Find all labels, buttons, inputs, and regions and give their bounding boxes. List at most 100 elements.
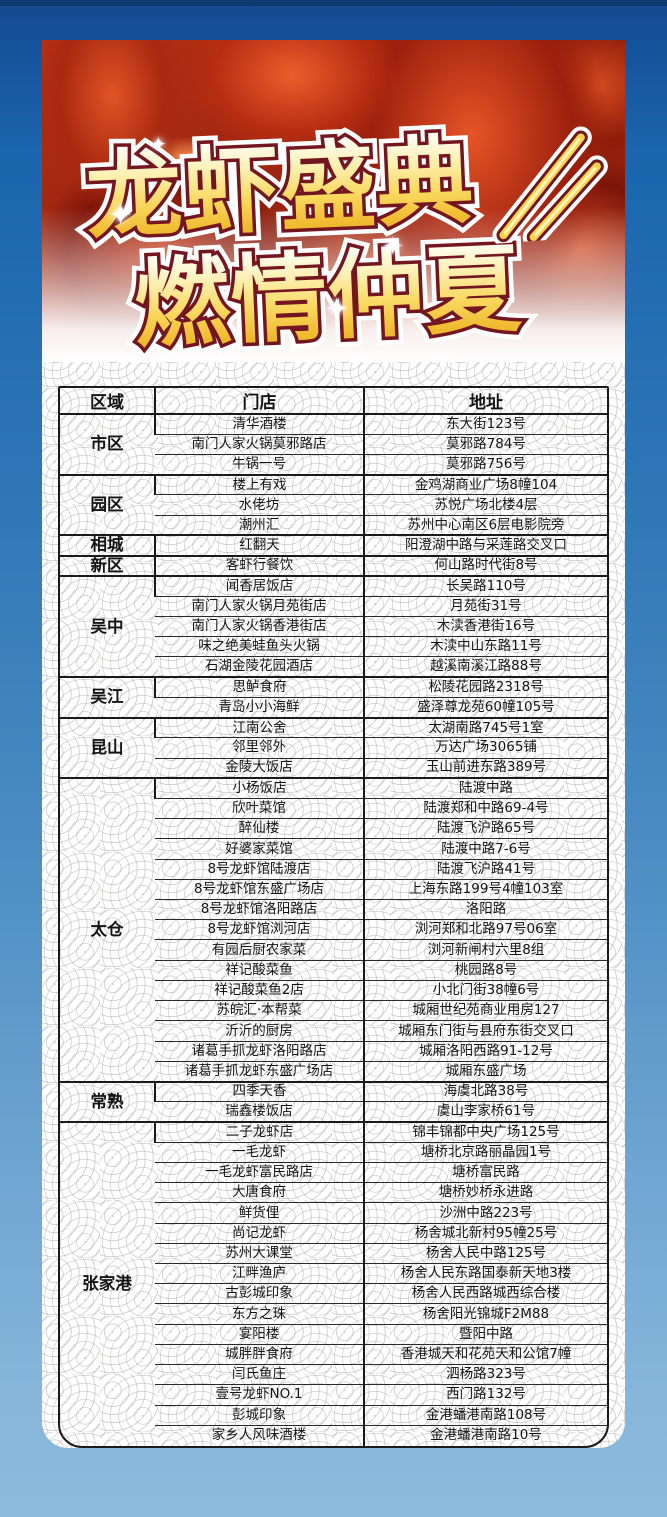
region-cell: 昆山 [60, 716, 155, 779]
table-row: 沂沂的厨房 城厢东门街与县府东街交叉口 [60, 1020, 607, 1042]
address-cell: 苏州中心南区6层电影院旁 [363, 514, 607, 536]
address-cell: 越溪南溪江路88号 [363, 656, 607, 678]
store-cell: 石湖金陵花园酒店 [155, 656, 364, 678]
region-cell: 张家港 [60, 1120, 155, 1446]
table-row: 园区 楼上有戏 金鸡湖商业广场8幢104 [60, 473, 607, 536]
table-row: 新区 客虾行餐饮 何山路时代街8号 [60, 554, 607, 577]
table-row: 大唐食府 塘桥妙桥永进路 [60, 1182, 607, 1203]
table-row: 鲜货俚 沙洲中路223号 [60, 1202, 607, 1224]
chopsticks-icon [492, 126, 608, 245]
table-row: 吴中 闻香居饭店 长吴路110号 [60, 575, 607, 678]
address-cell: 长吴路110号 [363, 575, 607, 597]
store-cell: 鲜货俚 [155, 1202, 364, 1224]
table-row: 吴江 思鲈食府 松陵花园路2318号 [60, 676, 607, 718]
store-cell: 诸葛手抓龙虾洛阳路店 [155, 1040, 364, 1062]
address-cell: 陆渡郑和中路69-4号 [363, 797, 607, 819]
header-region: 区域 [60, 388, 155, 415]
table-row: 好婆家菜馆 陆渡中路7-6号 [60, 838, 607, 860]
region-cell: 太仓 [60, 777, 155, 1082]
address-cell: 木渎香港街16号 [363, 615, 607, 637]
address-cell: 苏悦广场北楼4层 [363, 494, 607, 516]
table-row: 水佬坊 苏悦广场北楼4层 [60, 494, 607, 516]
address-cell: 杨舍城北新村95幢25号 [363, 1222, 607, 1244]
store-cell: 楼上有戏 [154, 473, 364, 495]
address-cell: 阳澄湖中路与采莲路交叉口 [363, 534, 607, 556]
address-cell: 玉山前进东路389号 [363, 757, 607, 779]
address-cell: 陆渡中路 [363, 777, 607, 799]
table-row: 诸葛手抓龙虾洛阳路店 城厢洛阳西路91-12号 [60, 1040, 607, 1062]
store-table: 区域 门店 地址 市区 清华酒楼 东大街123号 南门人家火锅莫邪路店 莫邪路784号牛… [58, 386, 609, 1448]
store-cell: 8号龙虾馆洛阳路店 [155, 899, 364, 920]
address-cell: 金鸡湖商业广场8幢104 [363, 473, 607, 495]
table-row: 家乡人风味酒楼 金港蟠港南路10号 [60, 1424, 607, 1446]
address-cell: 香港城天和花苑天和公馆7幢 [363, 1343, 607, 1365]
table-row: 宴阳楼 暨阳中路 [60, 1323, 607, 1345]
table-row: 诸葛手抓龙虾东盛广场店 城厢东盛广场 [60, 1060, 607, 1082]
address-cell: 杨舍人民中路125号 [363, 1242, 607, 1264]
store-cell: 小杨饭店 [154, 777, 364, 799]
table-row: 南门人家火锅莫邪路店 莫邪路784号 [60, 433, 607, 455]
address-cell: 浏河郑和北路97号06室 [363, 919, 607, 940]
poster-title-line2: 燃情仲夏 燃情仲夏 燃情仲夏 [124, 225, 533, 370]
table-row: 8号龙虾馆陆渡店 陆渡飞沪路41号 [60, 858, 607, 880]
store-cell: 红翻天 [154, 534, 364, 556]
table-row: 江畔渔庐 杨舍人民东路国泰新天地3楼 [60, 1262, 607, 1284]
store-cell: 味之绝美蛙鱼头火锅 [155, 636, 364, 657]
table-row: 祥记酸菜鱼 桃园路8号 [60, 959, 607, 981]
address-cell: 月苑街31号 [363, 595, 607, 617]
address-cell: 塘桥富民路 [363, 1161, 607, 1183]
address-cell: 塘桥北京路丽晶园1号 [363, 1141, 607, 1163]
table-row: 有园后厨农家菜 浏河新闸村六里8组 [60, 939, 607, 961]
store-cell: 一毛龙虾富民路店 [155, 1161, 364, 1183]
store-cell: 欣叶菜馆 [155, 797, 364, 819]
table-row: 一毛龙虾富民路店 塘桥富民路 [60, 1161, 607, 1183]
table-row: 金陵大饭店 玉山前进东路389号 [60, 757, 607, 779]
store-cell: 有园后厨农家菜 [155, 939, 364, 961]
address-cell: 小北门街38幢6号 [363, 979, 607, 1001]
store-cell: 家乡人风味酒楼 [155, 1424, 364, 1446]
title-line2-text: 燃情仲夏 [131, 232, 525, 362]
store-cell: 清华酒楼 [154, 412, 364, 435]
store-cell: 醉仙楼 [155, 818, 364, 839]
address-cell: 金港蟠港南路10号 [363, 1424, 607, 1446]
table-row: 邻里邻外 万达广场3065铺 [60, 737, 607, 758]
store-cell: 彭城印象 [155, 1404, 364, 1426]
table-row: 祥记酸菜鱼2店 小北门街38幢6号 [60, 979, 607, 1001]
address-cell: 塘桥妙桥永进路 [363, 1182, 607, 1203]
store-cell: 四季天香 [154, 1080, 364, 1102]
table-row: 古彭城印象 杨舍人民西路城西综合楼 [60, 1283, 607, 1304]
address-cell: 泗杨路323号 [363, 1364, 607, 1385]
table-row: 8号龙虾馆浏河店 浏河郑和北路97号06室 [60, 919, 607, 940]
store-cell: 邻里邻外 [155, 737, 364, 758]
table-row: 张家港 二子龙虾店 锦丰锦都中央广场125号 [60, 1120, 607, 1446]
table-row: 味之绝美蛙鱼头火锅 木渎中山东路11号 [60, 636, 607, 657]
address-cell: 锦丰锦都中央广场125号 [363, 1120, 607, 1143]
address-cell: 城厢东盛广场 [363, 1060, 607, 1082]
table-row: 苏皖汇·本帮菜 城厢世纪苑商业用房127 [60, 1000, 607, 1021]
address-cell: 城厢洛阳西路91-12号 [363, 1040, 607, 1062]
table-row: 壹号龙虾NO.1 西门路132号 [60, 1384, 607, 1405]
header-address: 地址 [363, 388, 607, 415]
address-cell: 陆渡中路7-6号 [363, 838, 607, 860]
region-cell: 吴中 [60, 575, 155, 678]
title-block: 龙虾盛典 龙虾盛典 龙虾盛典 燃情仲夏 燃情仲夏 燃情仲夏 [42, 40, 625, 400]
address-cell: 金港蟠港南路108号 [363, 1404, 607, 1426]
store-cell: 闫氏鱼庄 [155, 1364, 364, 1385]
region-cell: 常熟 [60, 1080, 155, 1122]
table-row: 城胖胖食府 香港城天和花苑天和公馆7幢 [60, 1343, 607, 1365]
region-cell: 市区 [60, 413, 155, 475]
address-cell: 杨舍人民东路国泰新天地3楼 [363, 1262, 607, 1284]
store-cell: 思鲈食府 [154, 676, 364, 698]
store-cell: 金陵大饭店 [155, 757, 364, 779]
store-cell: 古彭城印象 [155, 1283, 364, 1304]
address-cell: 陆渡飞沪路41号 [363, 858, 607, 880]
address-cell: 万达广场3065铺 [363, 737, 607, 758]
address-cell: 莫邪路756号 [363, 453, 607, 475]
table-header-row: 区域 门店 地址 [60, 388, 607, 415]
top-stripe [0, 0, 667, 6]
address-cell: 洛阳路 [363, 899, 607, 920]
store-cell: 8号龙虾馆东盛广场店 [155, 878, 364, 900]
store-cell: 宴阳楼 [155, 1323, 364, 1345]
header-store: 门店 [154, 388, 364, 415]
